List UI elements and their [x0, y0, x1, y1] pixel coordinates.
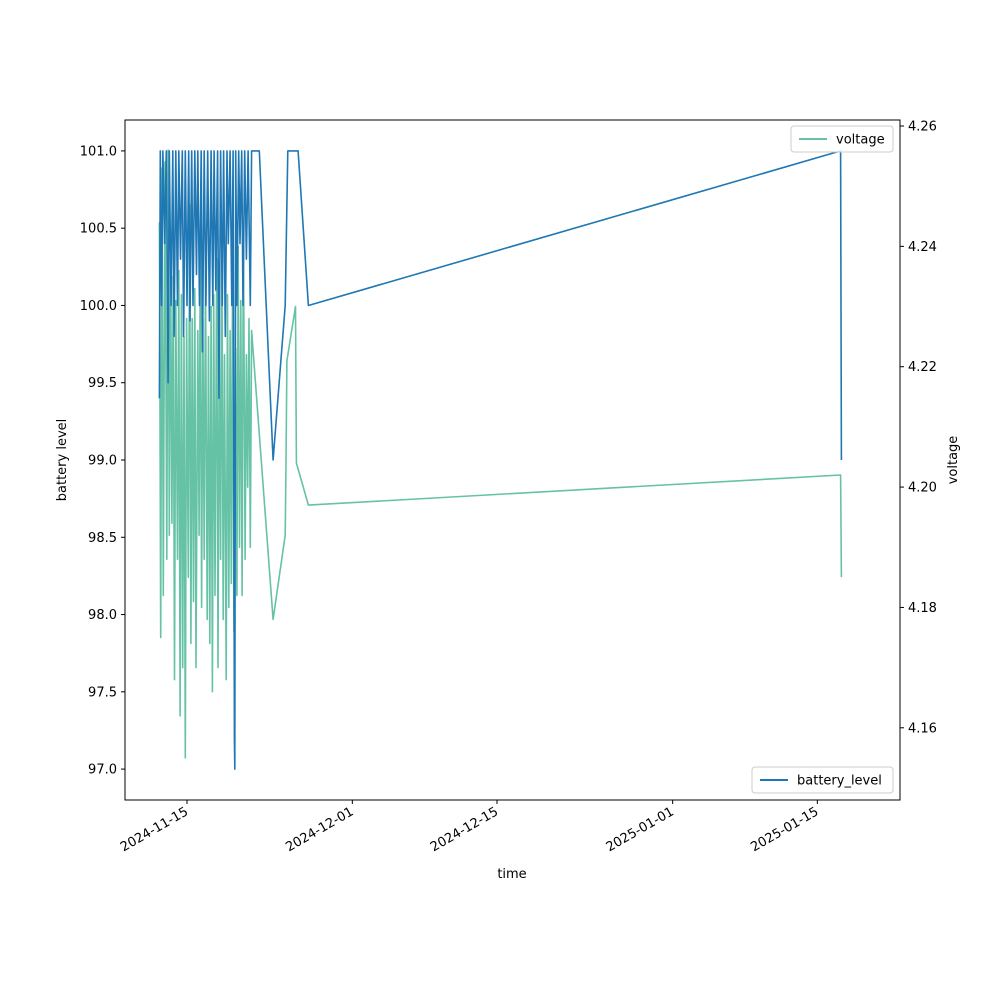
left-y-tick-label: 101.0: [80, 144, 117, 159]
left-y-tick-label: 100.0: [80, 299, 117, 314]
legend-voltage-label: voltage: [836, 133, 885, 148]
left-y-tick-label: 98.5: [88, 531, 117, 546]
right-y-axis-ticks: 4.16 4.18 4.20 4.22 4.24 4.26: [900, 120, 937, 736]
left-y-tick-label: 97.5: [88, 685, 117, 700]
right-y-tick-label: 4.18: [908, 601, 937, 616]
left-y-tick-label: 99.5: [88, 376, 117, 391]
left-y-tick-label: 100.5: [80, 222, 117, 237]
left-y-tick-label: 97.0: [88, 763, 117, 778]
series-layer: [158, 149, 843, 770]
left-y-tick-label: 98.0: [88, 608, 117, 623]
x-axis-label: time: [497, 867, 526, 882]
legend-battery-level: battery_level: [751, 766, 894, 794]
legend-voltage-frame: [790, 125, 894, 153]
right-y-tick-label: 4.26: [908, 120, 937, 135]
left-y-axis-label: battery level: [55, 419, 70, 502]
series-line-battery-level: [158, 150, 843, 770]
right-y-tick-label: 4.16: [908, 721, 937, 736]
right-y-tick-label: 4.20: [908, 481, 937, 496]
left-y-axis-ticks: 97.0 97.5 98.0 98.5 99.0 99.5 100.0 100.5 101.0: [80, 144, 125, 778]
right-y-tick-label: 4.22: [908, 360, 937, 375]
series-line-voltage: [158, 149, 843, 759]
right-y-axis-label: voltage: [946, 436, 961, 485]
left-y-tick-label: 99.0: [88, 454, 117, 469]
legend-battery-level-frame: [751, 766, 894, 794]
legend-voltage: voltage: [790, 125, 894, 153]
right-y-tick-label: 4.24: [908, 240, 937, 255]
legend-battery-level-label: battery_level: [797, 774, 882, 789]
